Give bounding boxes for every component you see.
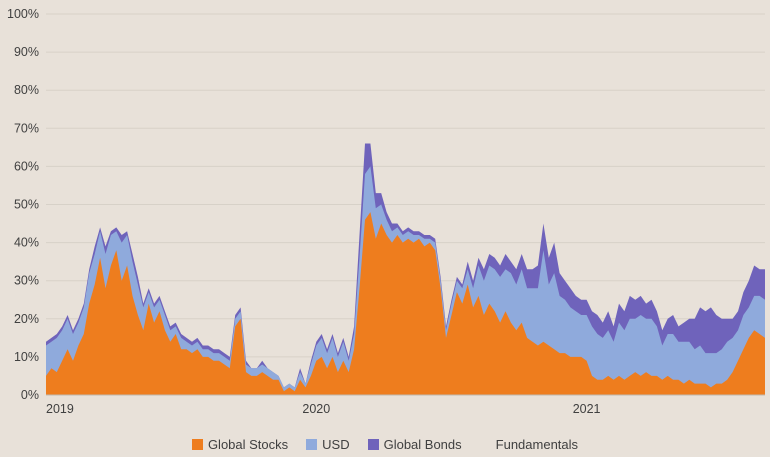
svg-text:70%: 70% xyxy=(14,121,39,135)
svg-text:90%: 90% xyxy=(14,45,39,59)
svg-text:100%: 100% xyxy=(7,7,39,21)
legend-item-fundamentals: Fundamentals xyxy=(479,437,579,452)
legend-item-global-stocks: Global Stocks xyxy=(191,437,289,452)
legend-swatch-global-stocks xyxy=(191,439,203,450)
svg-text:40%: 40% xyxy=(14,236,39,250)
legend-swatch-global-bonds xyxy=(367,439,379,450)
svg-text:2019: 2019 xyxy=(46,402,74,416)
svg-text:0%: 0% xyxy=(21,388,39,402)
svg-text:80%: 80% xyxy=(14,83,39,97)
chart-legend: Global Stocks USD Global Bonds Fundament… xyxy=(0,438,770,451)
svg-text:2021: 2021 xyxy=(573,402,601,416)
legend-label-usd: USD xyxy=(322,437,350,452)
legend-item-usd: USD xyxy=(306,437,350,452)
legend-label-fundamentals: Fundamentals xyxy=(495,437,579,452)
legend-swatch-fundamentals xyxy=(479,439,491,450)
svg-text:10%: 10% xyxy=(14,350,39,364)
svg-text:20%: 20% xyxy=(14,312,39,326)
legend-swatch-usd xyxy=(306,439,318,450)
svg-text:30%: 30% xyxy=(14,274,39,288)
legend-item-global-bonds: Global Bonds xyxy=(367,437,462,452)
legend-label-global-bonds: Global Bonds xyxy=(383,437,462,452)
svg-text:50%: 50% xyxy=(14,198,39,212)
svg-text:2020: 2020 xyxy=(302,402,330,416)
legend-label-global-stocks: Global Stocks xyxy=(207,437,289,452)
svg-text:60%: 60% xyxy=(14,159,39,173)
